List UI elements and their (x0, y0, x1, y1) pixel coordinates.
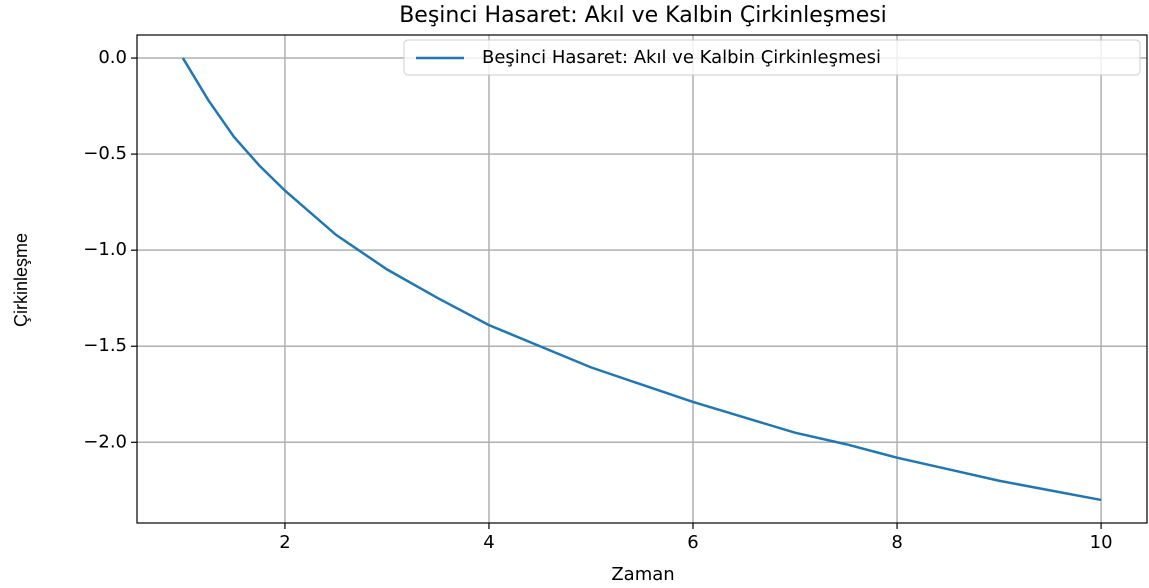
chart-title: Beşinci Hasaret: Akıl ve Kalbin Çirkinle… (399, 3, 887, 28)
x-axis-label: Zaman (611, 564, 674, 585)
legend-label: Beşinci Hasaret: Akıl ve Kalbin Çirkinle… (482, 47, 881, 68)
legend-box (403, 39, 1141, 76)
y-tick-label: 0.0 (98, 47, 127, 68)
x-tick-label: 10 (1090, 532, 1113, 553)
x-tick-label: 2 (279, 532, 290, 553)
y-tick-label: −1.5 (83, 335, 127, 356)
x-tick-label: 8 (891, 532, 902, 553)
x-tick-label: 6 (687, 532, 698, 553)
y-tick-label: −1.0 (83, 239, 127, 260)
y-tick-label: −0.5 (83, 143, 127, 164)
y-tick-label: −2.0 (83, 431, 127, 452)
y-axis-label: Çirkinleşme (11, 233, 31, 327)
plot-frame (136, 34, 1148, 524)
line (181, 57, 1102, 502)
x-tick-label: 4 (483, 532, 494, 553)
